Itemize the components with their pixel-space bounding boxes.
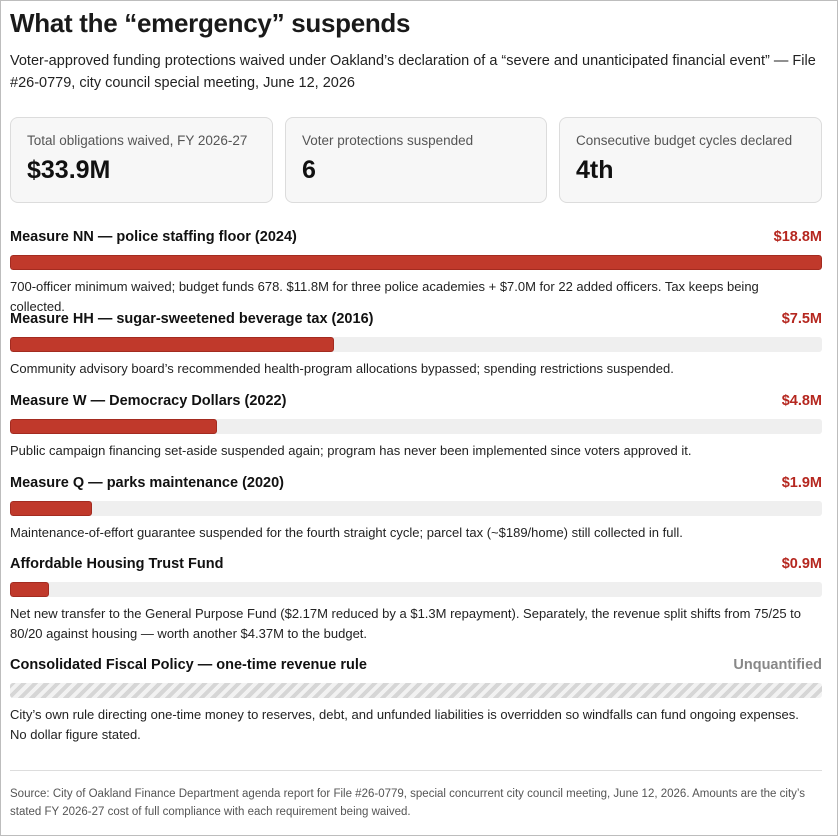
category-label: Measure NN — police staffing floor (2024… xyxy=(10,229,297,245)
category-label: Affordable Housing Trust Fund xyxy=(10,556,224,572)
value-label: $0.9M xyxy=(781,556,822,572)
bar-track xyxy=(10,255,822,270)
category-label: Measure W — Democracy Dollars (2022) xyxy=(10,393,287,409)
bar-note: City’s own rule directing one-time money… xyxy=(10,707,799,742)
bar-row: Measure NN — police staffing floor (2024… xyxy=(10,229,822,316)
category-label: Measure HH — sugar-sweetened beverage ta… xyxy=(10,311,374,327)
summary-stats: Total obligations waived, FY 2026-27 $33… xyxy=(10,117,822,203)
value-label: $4.8M xyxy=(781,393,822,409)
bar xyxy=(10,337,334,352)
bar-row-header: Measure NN — police staffing floor (2024… xyxy=(10,229,822,251)
bar-row-header: Measure HH — sugar-sweetened beverage ta… xyxy=(10,311,822,333)
unquantified-track xyxy=(10,683,822,698)
category-label: Consolidated Fiscal Policy — one-time re… xyxy=(10,657,367,673)
bar-row-header: Affordable Housing Trust Fund $0.9M xyxy=(10,556,822,578)
stat-label: Total obligations waived, FY 2026-27 xyxy=(27,133,248,148)
stat-card-budget-cycles: Consecutive budget cycles declared 4th xyxy=(559,117,822,203)
value-label: $18.8M xyxy=(773,229,822,245)
bar-note: Community advisory board’s recommended h… xyxy=(10,361,674,376)
bar-row: Measure HH — sugar-sweetened beverage ta… xyxy=(10,311,822,379)
category-label: Measure Q — parks maintenance (2020) xyxy=(10,475,285,491)
value-label: $7.5M xyxy=(781,311,822,327)
bar xyxy=(10,582,49,597)
bar xyxy=(10,419,217,434)
bar-row: Consolidated Fiscal Policy — one-time re… xyxy=(10,657,822,744)
stat-value: 4th xyxy=(576,156,614,184)
bar-note: Public campaign financing set-aside susp… xyxy=(10,443,692,458)
bar-row-header: Consolidated Fiscal Policy — one-time re… xyxy=(10,657,822,679)
bar-row: Measure W — Democracy Dollars (2022) $4.8… xyxy=(10,393,822,461)
bar-track xyxy=(10,582,822,597)
stat-label: Consecutive budget cycles declared xyxy=(576,133,793,148)
bar xyxy=(10,255,822,270)
source-note: Source: City of Oakland Finance Departme… xyxy=(10,788,805,818)
bar-row: Measure Q — parks maintenance (2020) $1.9… xyxy=(10,475,822,543)
stat-value: $33.9M xyxy=(27,156,111,184)
chart-subtitle: Voter-approved funding protections waive… xyxy=(10,53,816,91)
bar-track xyxy=(10,419,822,434)
bar-note: Maintenance-of-effort guarantee suspende… xyxy=(10,525,683,540)
value-label: $1.9M xyxy=(781,475,822,491)
bar-track xyxy=(10,337,822,352)
bar-row-header: Measure W — Democracy Dollars (2022) $4.8… xyxy=(10,393,822,415)
chart-title: What the “emergency” suspends xyxy=(10,8,411,38)
bar-row-header: Measure Q — parks maintenance (2020) $1.9… xyxy=(10,475,822,497)
bar-note: 700-officer minimum waived; budget funds… xyxy=(10,279,759,314)
stat-card-protections-suspended: Voter protections suspended 6 xyxy=(285,117,547,203)
bar-note: Net new transfer to the General Purpose … xyxy=(10,606,802,641)
bar-row: Affordable Housing Trust Fund $0.9M Net ne… xyxy=(10,556,822,643)
stat-label: Voter protections suspended xyxy=(302,133,474,148)
stat-card-total-waived: Total obligations waived, FY 2026-27 $33… xyxy=(10,117,273,203)
stat-value: 6 xyxy=(302,156,316,184)
bar-track xyxy=(10,501,822,516)
bar xyxy=(10,501,92,516)
footer-divider xyxy=(10,770,822,771)
value-label: Unquantified xyxy=(733,657,822,673)
